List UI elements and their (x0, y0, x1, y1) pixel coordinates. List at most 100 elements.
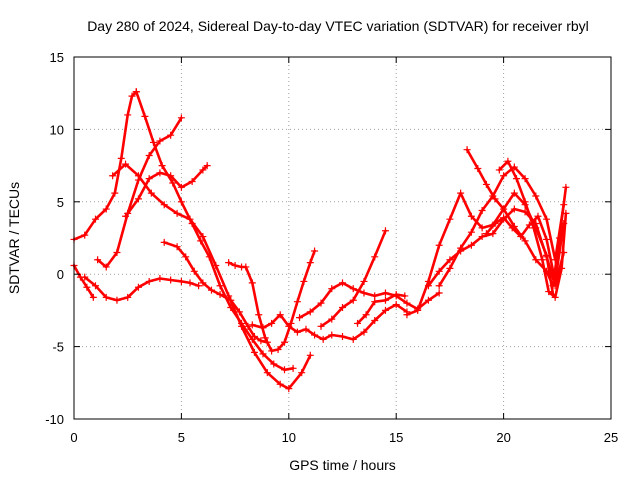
data-point (257, 337, 265, 345)
data-point (549, 282, 557, 290)
data-point (457, 189, 465, 197)
data-point (306, 259, 314, 267)
data-point (281, 366, 289, 374)
grid (74, 57, 611, 419)
data-point (156, 169, 164, 177)
data-point (446, 264, 454, 272)
data-point (435, 282, 443, 290)
data-point (500, 205, 508, 213)
data-point (190, 267, 198, 275)
data-point (83, 283, 91, 291)
data-point (360, 289, 368, 297)
data-point (534, 212, 542, 220)
data-point (158, 162, 166, 170)
data-point (186, 215, 194, 223)
data-point (543, 215, 551, 223)
data-point (482, 180, 490, 188)
series-arc-7 (122, 162, 211, 220)
data-point (512, 175, 520, 183)
plot-frame (73, 56, 612, 420)
data-point (248, 279, 256, 287)
series-line (298, 281, 441, 319)
data-point (145, 277, 153, 285)
x-tick-label: 20 (496, 430, 510, 445)
data-point (435, 267, 443, 275)
data-point (285, 385, 293, 393)
data-point (532, 192, 540, 200)
series-arc-6 (109, 160, 314, 393)
data-point (463, 146, 471, 154)
data-point (207, 286, 215, 294)
data-point (474, 164, 482, 172)
data-point (261, 334, 269, 342)
y-tick-label: -5 (52, 340, 64, 355)
series-arc-9 (225, 247, 319, 355)
data-point (491, 220, 499, 228)
data-point (186, 279, 194, 287)
x-axis-title: GPS time / hours (289, 457, 396, 473)
data-point (500, 214, 508, 222)
data-point (457, 244, 465, 252)
data-point (149, 138, 157, 146)
data-point (160, 201, 168, 209)
series-arc-5 (94, 114, 185, 271)
data-point (285, 322, 293, 330)
data-point (360, 277, 368, 285)
data-point (319, 335, 327, 343)
data-point (225, 259, 233, 267)
data-point (195, 282, 203, 290)
series-line (427, 207, 565, 288)
data-point (89, 293, 97, 301)
data-point (328, 285, 336, 293)
data-point (532, 256, 540, 264)
data-point (122, 160, 130, 168)
data-point (145, 151, 153, 159)
data-point (134, 172, 142, 180)
data-point (134, 195, 142, 203)
data-point (199, 233, 207, 241)
data-point (259, 350, 267, 358)
series-arc-3 (132, 88, 297, 374)
data-point (250, 332, 258, 340)
data-point (173, 209, 181, 217)
data-point (435, 289, 443, 297)
data-point (562, 209, 570, 217)
data-point (392, 301, 400, 309)
data-point (141, 112, 149, 120)
data-point (435, 241, 443, 249)
data-point (467, 228, 475, 236)
data-point (381, 296, 389, 304)
series-line (485, 215, 565, 283)
data-point (227, 296, 235, 304)
series-arc-12 (317, 227, 389, 330)
data-point (362, 311, 370, 319)
y-tick-label: 10 (50, 122, 64, 137)
data-point (177, 198, 185, 206)
data-point (111, 189, 119, 197)
data-point (306, 351, 314, 359)
data-point (81, 231, 89, 239)
x-tick-label: 10 (282, 430, 296, 445)
data-point (414, 306, 422, 314)
series-line (319, 229, 387, 328)
data-point (203, 162, 211, 170)
axis-ticks: 0 5 10 15 20 25 -10 -5 0 5 10 15 (45, 50, 618, 445)
data-point (545, 288, 553, 296)
data-point (530, 224, 538, 232)
data-point (156, 137, 164, 145)
data-point (446, 256, 454, 264)
data-point (296, 314, 304, 322)
y-tick-label: -10 (45, 412, 64, 427)
chart-title: Day 280 of 2024, Sidereal Day-to-day VTE… (87, 18, 589, 34)
series-arc-18 (482, 212, 568, 285)
data-point (371, 253, 379, 261)
data-point (424, 296, 432, 304)
data-point (293, 328, 301, 336)
data-point (242, 263, 250, 271)
data-point (274, 345, 282, 353)
series-line (135, 90, 295, 372)
data-point (489, 230, 497, 238)
data-point (109, 172, 117, 180)
data-point (169, 179, 177, 187)
data-point (521, 237, 529, 245)
